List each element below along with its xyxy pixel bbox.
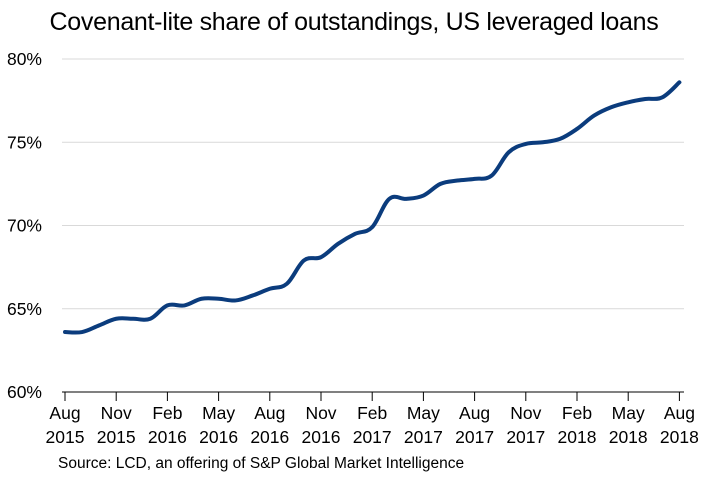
data-point xyxy=(252,295,253,296)
x-tick-label: May 2017 xyxy=(404,403,443,447)
data-point xyxy=(423,195,424,196)
data-point xyxy=(406,198,407,199)
series-layer xyxy=(63,80,682,335)
x-tick-month: Aug xyxy=(254,403,285,423)
data-point xyxy=(235,300,236,301)
x-tick-year: 2016 xyxy=(199,427,238,447)
data-point xyxy=(594,115,595,116)
data-point xyxy=(184,305,185,306)
data-point xyxy=(286,283,287,284)
data-point xyxy=(338,243,339,244)
x-tick-labels: Aug 2015 Nov 2015 Feb 2016 May 2016 Aug 2016 Nov 20… xyxy=(46,403,699,447)
x-tick-label: Nov 2016 xyxy=(302,403,341,447)
data-point xyxy=(508,152,509,153)
x-tick-month: Feb xyxy=(152,403,182,423)
data-point xyxy=(389,198,390,199)
y-tick-label: 65% xyxy=(7,299,42,319)
x-tick-label: Feb 2016 xyxy=(148,403,187,447)
x-tick-year: 2016 xyxy=(148,427,187,447)
x-tick-label: Nov 2017 xyxy=(506,403,545,447)
data-point xyxy=(525,143,526,144)
data-point xyxy=(355,233,356,234)
x-tick-month: Feb xyxy=(357,403,387,423)
x-tick-month: Nov xyxy=(305,403,336,423)
y-tick-labels: 60% 65% 70% 75% 80% xyxy=(7,49,42,402)
data-point xyxy=(440,183,441,184)
x-tick-month: Aug xyxy=(664,403,695,423)
x-tick-month: May xyxy=(407,403,440,423)
data-point xyxy=(99,325,100,326)
x-tick-month: May xyxy=(202,403,235,423)
data-point xyxy=(679,82,680,83)
x-tick-label: Aug 2018 xyxy=(660,403,699,447)
data-point xyxy=(559,138,560,139)
x-tick-year: 2018 xyxy=(558,427,597,447)
x-tick-year: 2017 xyxy=(506,427,545,447)
data-point xyxy=(218,298,219,299)
chart-title: Covenant-lite share of outstandings, US … xyxy=(49,8,659,36)
data-point xyxy=(321,257,322,258)
x-tick-label: Nov 2015 xyxy=(97,403,136,447)
x-tick-year: 2015 xyxy=(97,427,136,447)
y-tick-label: 70% xyxy=(7,216,42,236)
data-point xyxy=(133,318,134,319)
data-point xyxy=(457,180,458,181)
x-tick-year: 2015 xyxy=(46,427,85,447)
x-tick-label: Feb 2017 xyxy=(353,403,392,447)
data-point xyxy=(662,97,663,98)
x-tick-month: Aug xyxy=(459,403,490,423)
source-note: Source: LCD, an offering of S&P Global M… xyxy=(58,455,465,472)
x-tick-year: 2017 xyxy=(353,427,392,447)
x-tick-label: May 2018 xyxy=(609,403,648,447)
data-point xyxy=(611,107,612,108)
data-point xyxy=(116,318,117,319)
y-tick-label: 75% xyxy=(7,132,42,152)
x-tick-month: May xyxy=(612,403,645,423)
x-tick-label: Aug 2017 xyxy=(455,403,494,447)
data-point xyxy=(372,227,373,228)
data-point xyxy=(269,288,270,289)
axes xyxy=(62,391,684,401)
y-tick-label: 60% xyxy=(7,382,42,402)
x-tick-year: 2018 xyxy=(660,427,699,447)
data-point xyxy=(491,175,492,176)
x-tick-label: Aug 2016 xyxy=(250,403,289,447)
data-point xyxy=(577,128,578,129)
gridlines xyxy=(62,58,684,310)
data-point xyxy=(542,142,543,143)
y-tick-label: 80% xyxy=(7,49,42,69)
x-tick-label: May 2016 xyxy=(199,403,238,447)
data-point xyxy=(167,305,168,306)
series-line xyxy=(63,80,682,335)
x-tick-year: 2018 xyxy=(609,427,648,447)
x-tick-month: Nov xyxy=(510,403,541,423)
x-tick-year: 2016 xyxy=(250,427,289,447)
x-tick-label: Aug 2015 xyxy=(46,403,85,447)
x-tick-month: Feb xyxy=(562,403,592,423)
data-point xyxy=(645,98,646,99)
data-point xyxy=(65,332,66,333)
data-point xyxy=(628,102,629,103)
data-point xyxy=(303,260,304,261)
data-point xyxy=(150,318,151,319)
x-tick-year: 2017 xyxy=(455,427,494,447)
x-tick-year: 2017 xyxy=(404,427,443,447)
x-tick-month: Nov xyxy=(101,403,132,423)
x-tick-label: Feb 2018 xyxy=(558,403,597,447)
data-point xyxy=(474,178,475,179)
data-point xyxy=(201,298,202,299)
data-point xyxy=(82,332,83,333)
x-tick-month: Aug xyxy=(49,403,80,423)
x-tick-year: 2016 xyxy=(302,427,341,447)
